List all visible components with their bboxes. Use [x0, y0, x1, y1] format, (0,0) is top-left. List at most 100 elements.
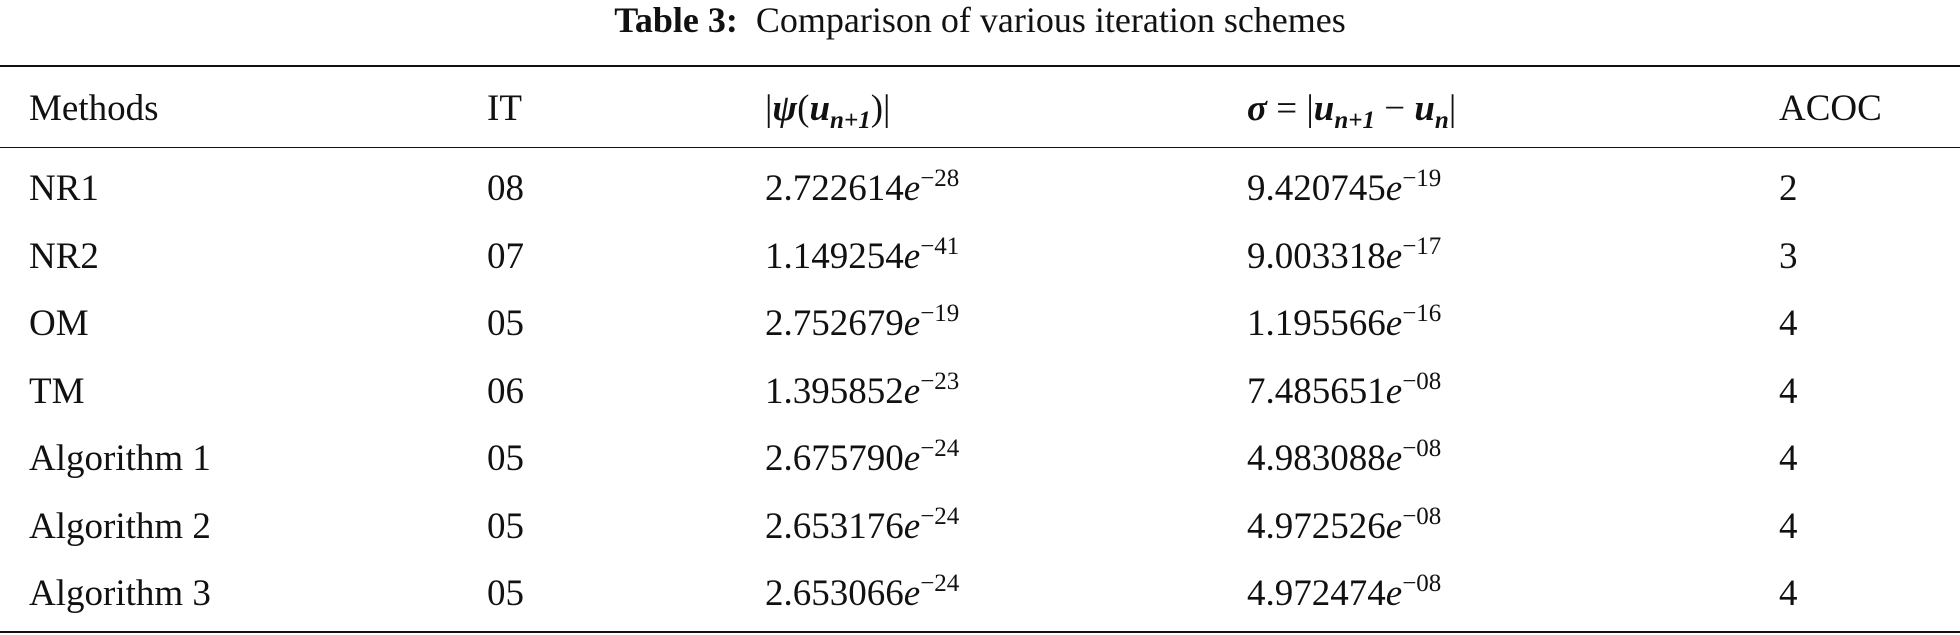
table-cell: 1.395852e−23 [765, 367, 960, 414]
top-rule [0, 65, 1960, 67]
base: e [1385, 303, 1403, 344]
header-text: ψ [772, 88, 798, 129]
cell-text: 2 [1779, 168, 1798, 209]
table-cell: 1.195566e−16 [1247, 300, 1442, 346]
header-text: u [809, 88, 831, 129]
table-cell: Algorithm 1 [29, 437, 211, 481]
mantissa: 1.395852 [765, 370, 904, 412]
table-cell: 05 [487, 302, 524, 346]
base: e [903, 370, 921, 412]
table-cell: 4 [1779, 572, 1798, 616]
exponent: −08 [1402, 570, 1442, 597]
caption: Table 3: Comparison of various iteration… [0, 0, 1960, 40]
base: e [903, 505, 921, 547]
table-cell: 4 [1779, 302, 1798, 346]
mantissa: 2.722614 [765, 168, 904, 209]
mantissa: 1.195566 [1247, 303, 1386, 344]
table-cell: 4 [1779, 370, 1798, 414]
table-cell: 2.653176e−24 [765, 502, 960, 549]
table-cell: 2.752679e−19 [765, 300, 960, 346]
header-cell: Methods [29, 87, 159, 131]
cell-text: 05 [487, 438, 524, 479]
cell-text: 05 [487, 573, 524, 614]
mantissa: 4.972474 [1247, 573, 1386, 614]
table-cell: 4 [1779, 505, 1798, 549]
base: e [1385, 505, 1403, 547]
cell-text: 4 [1779, 573, 1798, 614]
header-text: Methods [29, 88, 159, 129]
table-cell: NR1 [29, 167, 99, 211]
exponent: −24 [920, 502, 960, 530]
base: e [903, 573, 921, 614]
mantissa: 4.983088 [1247, 438, 1386, 479]
table-cell: 05 [487, 572, 524, 616]
table-cell: 1.149254e−41 [765, 232, 960, 279]
base: e [1385, 573, 1403, 614]
table-cell: 2.675790e−24 [765, 435, 960, 481]
cell-text: 4 [1779, 505, 1798, 547]
base: e [903, 303, 921, 344]
exponent: −08 [1402, 435, 1442, 462]
table-cell: NR2 [29, 235, 99, 279]
table-cell: 7.485651e−08 [1247, 367, 1442, 414]
mantissa: 9.420745 [1247, 168, 1386, 209]
header-cell: σ = |un+1 − un| [1247, 87, 1457, 133]
cell-text: 05 [487, 303, 524, 344]
table-cell: 4 [1779, 437, 1798, 481]
header-text: − [1374, 88, 1415, 129]
table-cell: TM [29, 370, 85, 414]
base: e [903, 168, 921, 209]
mantissa: 2.675790 [765, 438, 904, 479]
cell-text: Algorithm 1 [29, 438, 211, 479]
exponent: −24 [920, 435, 960, 462]
table-cell: OM [29, 302, 89, 346]
exponent: −16 [1402, 300, 1442, 327]
header-text: | [765, 88, 773, 129]
exponent: −17 [1402, 232, 1442, 260]
header-cell: ACOC [1779, 87, 1882, 131]
exponent: −23 [920, 367, 960, 395]
table-cell: 2.722614e−28 [765, 166, 959, 211]
base: e [1385, 168, 1403, 209]
header-text: u [1313, 88, 1335, 129]
base: e [1385, 235, 1403, 277]
cell-text: 07 [487, 235, 524, 277]
table-cell: 2.653066e−24 [765, 570, 960, 616]
exponent: −08 [1402, 367, 1442, 395]
base: e [903, 438, 921, 479]
cell-text: TM [29, 370, 85, 412]
exponent: −19 [920, 300, 960, 327]
cell-text: 06 [487, 370, 524, 412]
header-text: σ [1247, 88, 1267, 129]
cell-text: OM [29, 303, 89, 344]
header-text: | [1448, 88, 1457, 129]
table-cell: 4.972474e−08 [1247, 570, 1442, 616]
cell-text: 4 [1779, 303, 1798, 344]
header-cell: IT [487, 87, 522, 131]
cell-text: 4 [1779, 370, 1798, 412]
cell-text: 08 [487, 168, 524, 209]
table-cell: Algorithm 2 [29, 505, 211, 549]
header-cell: |ψ(un+1)| [765, 87, 890, 133]
caption-label: Table 3: [614, 0, 738, 40]
header-text: = | [1266, 88, 1314, 129]
cell-text: 3 [1779, 235, 1798, 277]
exponent: −24 [920, 570, 960, 597]
table-cell: 05 [487, 437, 524, 481]
mantissa: 4.972526 [1247, 505, 1386, 547]
mantissa: 2.653176 [765, 505, 904, 547]
header-rule [0, 147, 1960, 148]
table-cell: 4.972526e−08 [1247, 502, 1442, 549]
cell-text: Algorithm 2 [29, 505, 211, 547]
exponent: −08 [1402, 502, 1442, 530]
base: e [1385, 438, 1403, 479]
mantissa: 1.149254 [765, 235, 904, 277]
exponent: −41 [920, 232, 960, 260]
mantissa: 2.653066 [765, 573, 904, 614]
table-cell: 9.003318e−17 [1247, 232, 1442, 279]
cell-text: NR2 [29, 235, 99, 277]
table-cell: Algorithm 3 [29, 572, 211, 616]
table-cell: 06 [487, 370, 524, 414]
base: e [1385, 370, 1403, 412]
